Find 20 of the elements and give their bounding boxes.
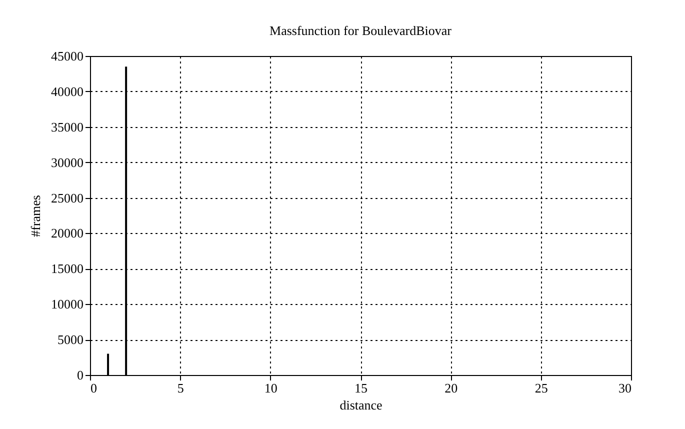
x-tick-label: 5 [177, 380, 184, 396]
y-tick-label: 25000 [51, 190, 84, 206]
y-tick-label: 10000 [51, 296, 84, 312]
y-tick-label: 40000 [51, 84, 84, 99]
x-tick-label: 15 [354, 380, 368, 396]
y-tick-label: 0 [77, 368, 84, 382]
x-tick-label: 20 [444, 380, 458, 396]
y-tick-label: 15000 [51, 261, 84, 276]
y-tick-label: 30000 [51, 154, 84, 170]
x-tick-label: 0 [90, 380, 97, 396]
y-tick-label: 45000 [51, 48, 84, 64]
y-tick-label: 5000 [58, 332, 84, 348]
chart-title: Massfunction for BoulevardBiovar [270, 23, 452, 38]
y-axis-title: #frames [28, 195, 43, 237]
y-tick-label: 35000 [51, 119, 84, 134]
y-tick-label: 20000 [51, 226, 84, 241]
x-tick-label: 30 [618, 380, 632, 396]
x-axis-title: distance [340, 398, 383, 412]
x-tick-label: 25 [534, 380, 548, 396]
x-tick-label: 10 [264, 380, 278, 396]
